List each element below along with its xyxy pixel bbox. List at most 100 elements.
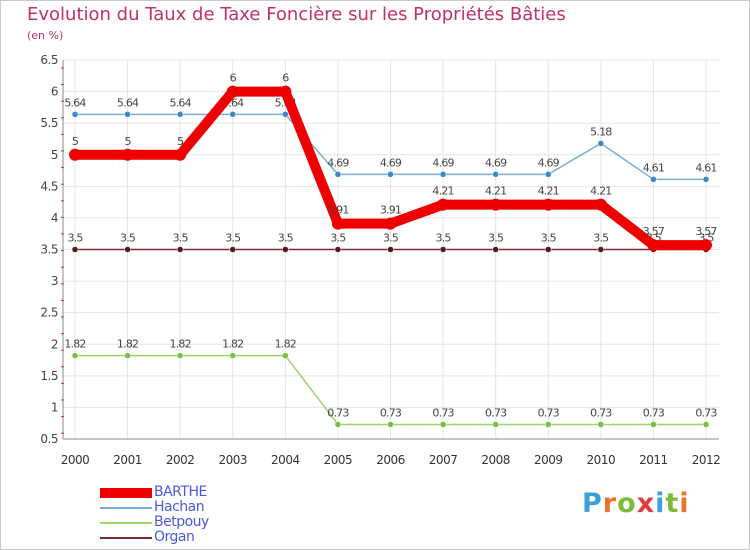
data-label-organ: 3.5 xyxy=(67,232,83,245)
data-point-betpouy xyxy=(702,421,710,428)
data-label-organ: 3.5 xyxy=(383,232,399,245)
data-point-hachan xyxy=(439,171,447,178)
x-tick-label: 2012 xyxy=(692,453,721,467)
data-point-betpouy xyxy=(124,352,131,359)
data-point-organ xyxy=(282,246,289,253)
x-tick-label: 2001 xyxy=(113,453,142,467)
data-point-barthe xyxy=(700,239,712,252)
data-point-betpouy xyxy=(597,421,605,428)
data-label-barthe: 5 xyxy=(124,135,131,148)
data-label-barthe: 4.21 xyxy=(485,185,506,198)
data-point-hachan xyxy=(702,176,710,183)
legend-label-betpouy: Betpouy xyxy=(154,514,209,530)
data-point-barthe xyxy=(384,217,397,230)
data-label-barthe: 4.21 xyxy=(538,185,559,198)
data-label-organ: 3.5 xyxy=(330,232,346,245)
data-label-barthe: 3.57 xyxy=(695,225,717,238)
y-tick-label: 6 xyxy=(51,85,58,99)
data-label-hachan: 5.64 xyxy=(117,96,139,109)
data-label-hachan: 5.64 xyxy=(170,96,192,109)
data-point-barthe xyxy=(437,198,450,211)
data-label-barthe: 6 xyxy=(230,72,237,85)
x-tick-label: 2009 xyxy=(534,453,563,467)
data-point-organ xyxy=(124,246,131,253)
data-label-hachan: 4.69 xyxy=(380,156,402,169)
data-point-betpouy xyxy=(439,421,447,428)
data-label-organ: 3.5 xyxy=(488,232,504,245)
legend-swatch-barthe xyxy=(100,488,152,498)
x-tick-label: 2005 xyxy=(324,453,353,467)
data-label-betpouy: 1.82 xyxy=(117,338,138,351)
x-tick-label: 2008 xyxy=(481,453,510,467)
data-label-organ: 3.5 xyxy=(541,232,557,245)
x-tick-label: 2003 xyxy=(218,453,247,467)
data-label-betpouy: 0.73 xyxy=(432,406,454,419)
x-tick-label: 2006 xyxy=(376,453,405,467)
data-point-barthe xyxy=(489,198,502,211)
legend-label-barthe: BARTHE xyxy=(154,484,207,500)
logo-letter: i xyxy=(655,488,666,519)
data-label-betpouy: 0.73 xyxy=(327,406,349,419)
data-point-betpouy xyxy=(176,352,184,359)
data-label-hachan: 4.61 xyxy=(695,161,716,174)
data-point-barthe xyxy=(331,217,344,230)
data-label-hachan: 5.64 xyxy=(64,96,86,109)
data-point-barthe xyxy=(121,148,134,161)
data-point-hachan xyxy=(492,171,499,178)
data-label-betpouy: 1.82 xyxy=(170,338,191,351)
data-label-betpouy: 0.73 xyxy=(590,406,612,419)
data-point-betpouy xyxy=(282,352,289,359)
data-point-betpouy xyxy=(492,421,499,428)
data-label-betpouy: 1.82 xyxy=(64,338,85,351)
data-point-organ xyxy=(176,246,184,253)
x-tick-label: 2011 xyxy=(639,453,668,467)
data-label-hachan: 5.18 xyxy=(590,125,612,138)
data-point-hachan xyxy=(71,111,79,118)
data-label-betpouy: 0.73 xyxy=(380,406,402,419)
data-point-barthe xyxy=(647,239,660,252)
data-point-hachan xyxy=(597,140,605,147)
legend-swatch-organ xyxy=(100,537,152,539)
logo-letter: P xyxy=(582,488,603,519)
logo-letter: i xyxy=(679,488,690,519)
data-label-barthe: 5 xyxy=(72,135,79,148)
data-point-organ xyxy=(439,246,447,253)
data-label-hachan: 4.61 xyxy=(643,161,664,174)
data-label-hachan: 4.69 xyxy=(432,156,454,169)
data-point-barthe xyxy=(226,85,239,98)
data-point-barthe xyxy=(542,198,555,211)
data-point-organ xyxy=(387,246,394,253)
y-tick-label: 1.5 xyxy=(40,369,58,383)
data-label-betpouy: 0.73 xyxy=(643,406,665,419)
data-point-betpouy xyxy=(650,421,657,428)
data-label-barthe: 6 xyxy=(282,72,289,85)
logo-letter: x xyxy=(636,488,656,519)
data-point-organ xyxy=(334,246,342,253)
legend-label-hachan: Hachan xyxy=(154,499,205,515)
data-point-hachan xyxy=(229,111,236,118)
logo-letter: r xyxy=(602,488,618,519)
logo-letter: o xyxy=(617,488,637,519)
data-point-organ xyxy=(545,246,552,253)
y-tick-label: 3 xyxy=(51,274,58,288)
data-label-betpouy: 1.82 xyxy=(275,338,296,351)
proxiti-logo: Proxiti xyxy=(582,488,690,519)
data-label-barthe: 4.21 xyxy=(432,185,453,198)
y-tick-label: 1 xyxy=(51,400,58,414)
x-tick-label: 2004 xyxy=(271,453,300,467)
data-label-organ: 3.5 xyxy=(436,232,452,245)
y-tick-label: 0.5 xyxy=(40,432,58,446)
data-label-organ: 3.5 xyxy=(225,232,241,245)
data-point-betpouy xyxy=(71,352,79,359)
data-point-hachan xyxy=(124,111,131,118)
data-label-betpouy: 0.73 xyxy=(485,406,507,419)
data-point-barthe xyxy=(69,148,81,161)
legend-swatch-hachan xyxy=(100,507,152,509)
data-point-hachan xyxy=(650,176,657,183)
logo-letter: t xyxy=(665,488,680,519)
y-tick-label: 5.5 xyxy=(40,116,58,130)
data-point-barthe xyxy=(174,148,187,161)
data-point-hachan xyxy=(176,111,184,118)
data-label-barthe: 3.57 xyxy=(643,225,665,238)
